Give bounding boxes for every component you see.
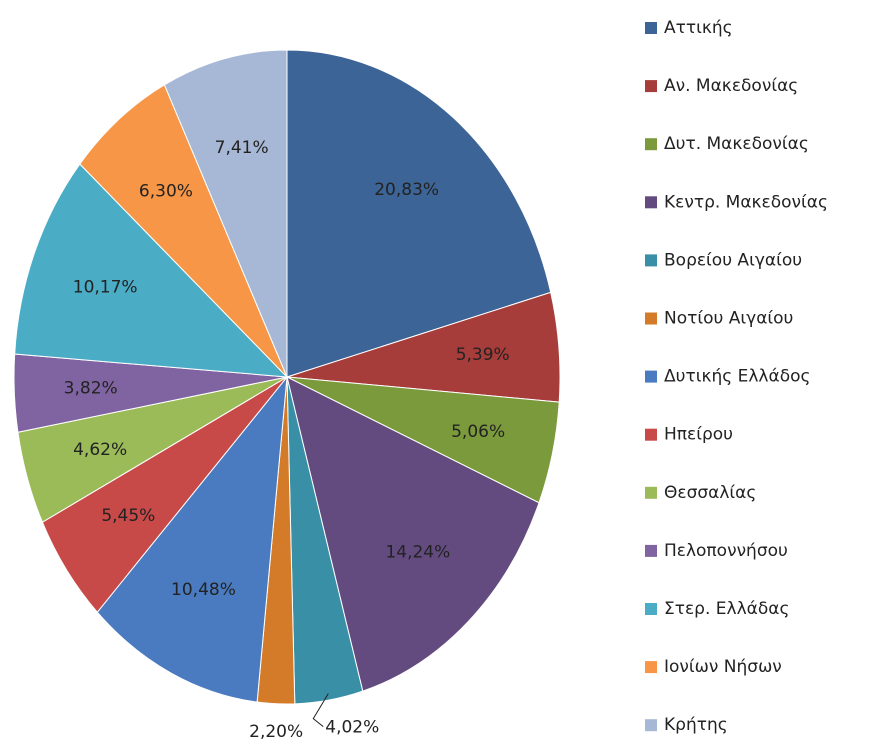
- legend-swatch: [645, 486, 657, 499]
- data-label: 2,20%: [249, 722, 303, 742]
- legend-label: Κρήτης: [664, 715, 728, 735]
- legend-label: Στερ. Ελλάδας: [664, 599, 789, 619]
- slice: [14, 163, 289, 378]
- slice: [163, 49, 288, 378]
- legend-label: Θεσσαλίας: [664, 483, 756, 503]
- legend-swatch: [645, 370, 657, 383]
- data-label: 10,17%: [73, 278, 138, 298]
- legend: Αττικής Αν. Μακεδονίας Δυτ. Μακεδονίας Κεντ…: [645, 18, 828, 735]
- legend-label: Ιονίων Νήσων: [664, 657, 782, 677]
- legend-swatch: [645, 719, 657, 732]
- data-label: 4,62%: [73, 440, 127, 460]
- leader-line: [312, 693, 329, 728]
- data-label: 5,39%: [456, 345, 510, 365]
- slice: [79, 84, 288, 378]
- data-label: 20,83%: [374, 180, 439, 200]
- legend-swatch: [645, 196, 657, 209]
- legend-label: Δυτ. Μακεδονίας: [664, 134, 809, 154]
- legend-label: Αττικής: [664, 18, 733, 38]
- legend-swatch: [645, 661, 657, 674]
- legend-label: Πελοποννήσου: [664, 541, 788, 561]
- legend-label: Δυτικής Ελλάδος: [664, 367, 810, 387]
- legend-label: Βορείου Αιγαίου: [664, 250, 802, 270]
- data-label: 6,30%: [139, 182, 193, 202]
- data-label: 4,02%: [325, 718, 379, 738]
- legend-label: Νοτίου Αιγαίου: [664, 309, 793, 329]
- data-label: 3,82%: [64, 379, 118, 399]
- data-label: 5,06%: [451, 422, 505, 442]
- legend-swatch: [645, 544, 657, 557]
- legend-swatch: [645, 428, 657, 441]
- data-label: 5,45%: [101, 506, 155, 526]
- data-label: 14,24%: [385, 543, 450, 563]
- legend-label: Αν. Μακεδονίας: [664, 76, 798, 96]
- slice: [286, 49, 552, 378]
- data-label: 7,41%: [215, 138, 269, 158]
- legend-swatch: [645, 254, 657, 267]
- slice: [286, 376, 540, 692]
- legend-label: Κεντρ. Μακεδονίας: [664, 192, 828, 212]
- slice: [96, 375, 288, 703]
- legend-swatch: [645, 138, 657, 151]
- legend-swatch: [645, 22, 657, 34]
- legend-swatch: [645, 312, 657, 325]
- legend-swatch: [645, 80, 657, 93]
- data-label: 10,48%: [171, 580, 236, 600]
- legend-swatch: [645, 603, 657, 615]
- pie: 20,83% 5,39% 5,06% 14,24% 4,02% 2,20% 10,48% 5,…: [13, 49, 561, 742]
- legend-label: Ηπείρου: [664, 425, 733, 445]
